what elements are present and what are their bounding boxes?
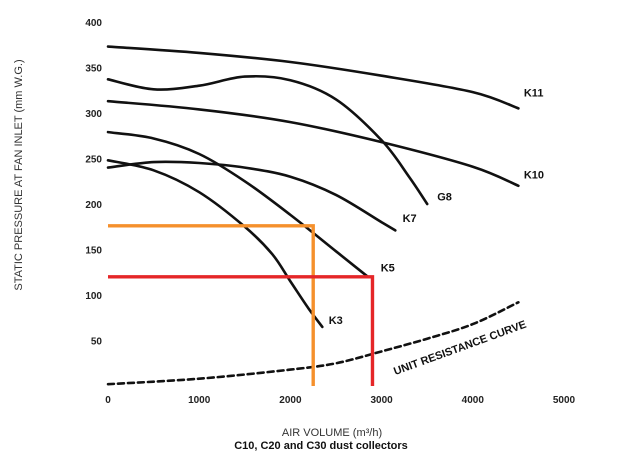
x-tick-label-4000: 4000 [462, 395, 485, 406]
series-line-k10 [106, 99, 520, 188]
series-line-k3 [106, 159, 324, 329]
series-label-k10: K10 [524, 170, 544, 182]
series-label-g8: G8 [437, 191, 452, 203]
curves-group [106, 45, 520, 386]
guides-group [108, 224, 375, 386]
series-line-k7 [106, 160, 397, 232]
x-tick-label-5000: 5000 [553, 395, 576, 406]
y-tick-label-200: 200 [85, 200, 102, 211]
y-tick-label-300: 300 [85, 109, 102, 120]
y-tick-label-350: 350 [85, 64, 102, 75]
y-tick-label-100: 100 [85, 291, 102, 302]
x-tick-label-2000: 2000 [279, 395, 302, 406]
series-label-unit-resistance-curve: UNIT RESISTANCE CURVE [392, 319, 528, 378]
series-line-g8 [106, 74, 429, 206]
series-line-k11 [106, 45, 520, 110]
x-tick-label-1000: 1000 [188, 395, 211, 406]
x-tick-label-0: 0 [105, 395, 111, 406]
y-tick-label-250: 250 [85, 155, 102, 166]
series-labels-group: K11 K10 G8 K7 K5 K3 UNIT RESISTANCE CURVE [329, 88, 544, 378]
series-label-k11: K11 [524, 88, 544, 100]
series-label-k7: K7 [403, 213, 417, 225]
series-line-unit-resistance-curve [106, 301, 520, 386]
series-label-k5: K5 [381, 262, 395, 274]
chart-caption: C10, C20 and C30 dust collectors [234, 440, 408, 452]
y-tick-label-50: 50 [91, 337, 103, 348]
x-tick-label-3000: 3000 [370, 395, 393, 406]
y-tick-label-150: 150 [85, 246, 102, 257]
y-axis-title: STATIC PRESSURE AT FAN INLET (mm W.G.) [13, 59, 25, 290]
operating-point-guide-1 [108, 224, 315, 386]
y-tick-label-400: 400 [85, 18, 102, 29]
series-label-k3: K3 [329, 315, 343, 327]
x-axis-title: AIR VOLUME (m³/h) [282, 427, 382, 439]
operating-point-guide-2 [108, 275, 375, 386]
series-line-k5 [106, 130, 370, 279]
